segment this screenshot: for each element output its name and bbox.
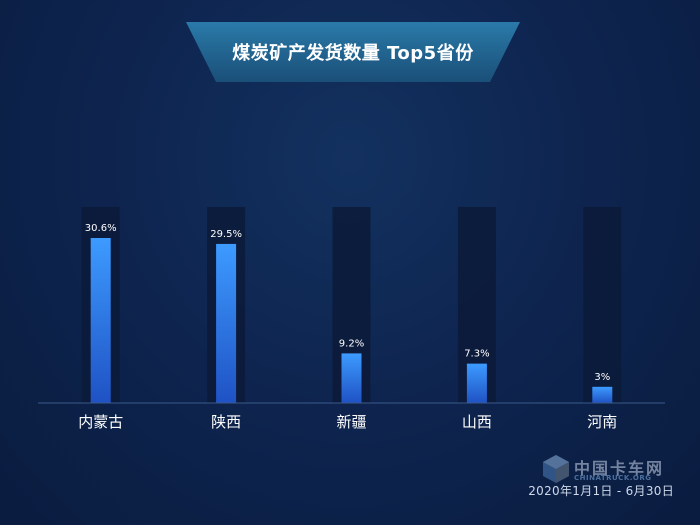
bar-track (583, 207, 622, 403)
bar-value-label: 9.2% (339, 338, 364, 349)
title-banner: 煤炭矿产发货数量 Top5省份 (186, 22, 520, 82)
bar-value-label: 29.5% (210, 229, 242, 240)
category-label: 河南 (587, 413, 617, 431)
chart-title: 煤炭矿产发货数量 Top5省份 (232, 43, 474, 64)
category-label: 内蒙古 (78, 413, 123, 431)
bar (216, 243, 237, 403)
category-label: 山西 (462, 413, 492, 431)
title-banner-shape (186, 22, 520, 82)
category-label: 陕西 (211, 413, 241, 431)
bar-value-label: 3% (594, 372, 610, 383)
bar-value-label: 7.3% (464, 349, 489, 360)
bar (90, 238, 111, 403)
category-label: 新疆 (336, 413, 366, 431)
bar (592, 386, 613, 403)
bar-value-label: 30.6% (85, 223, 117, 234)
watermark-en: CHINATRUCK.ORG (574, 474, 652, 482)
date-range: 2020年1月1日 - 6月30日 (528, 484, 674, 498)
watermark-cn: 中国卡车网 (574, 459, 665, 478)
truck-logo-icon (543, 455, 569, 483)
bar (466, 363, 487, 403)
bar (341, 353, 362, 403)
watermark: 中国卡车网 CHINATRUCK.ORG (542, 452, 682, 488)
